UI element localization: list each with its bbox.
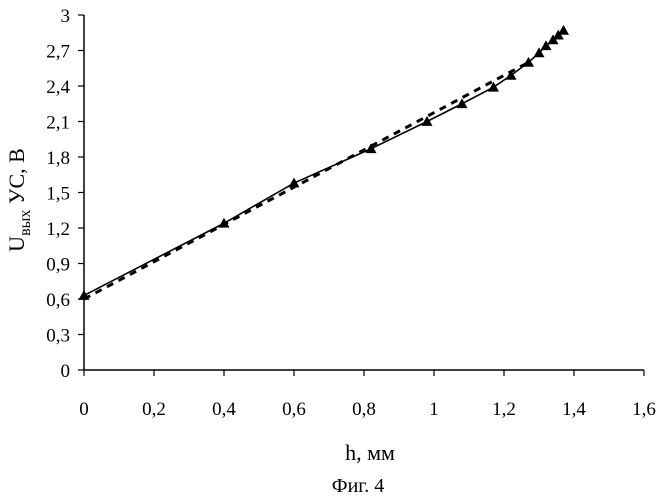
measured-line [84,30,564,295]
y-axis-title-main: U [4,236,29,252]
y-tick-label: 2,1 [46,113,70,134]
x-tick-label: 1,4 [562,399,586,420]
y-tick-label: 2,4 [46,77,70,98]
y-tick-label: 0,6 [46,290,70,311]
data-point-triangle [289,178,300,188]
fit-line-dashed [84,62,529,299]
figure-caption: Фиг. 4 [332,475,384,497]
x-tick-label: 1 [429,399,439,420]
y-axis-title-subscript: вых [17,210,34,236]
data-point-triangle [457,98,468,108]
x-tick-label: 0,4 [212,399,236,420]
data-point-triangle [79,290,90,300]
y-tick-label: 1,2 [46,219,70,240]
y-tick-label: 2,7 [46,42,70,63]
data-point-triangle [558,25,569,35]
x-tick-label: 0 [79,399,89,420]
x-tick-label: 0,6 [282,399,306,420]
x-tick-label: 0,2 [142,399,166,420]
y-tick-label: 1,5 [46,184,70,205]
y-tick-label: 0,3 [46,326,70,347]
data-point-triangle [506,70,517,80]
y-tick-label: 3 [61,6,71,27]
x-ticks: 0 0,2 0,4 0,6 0,8 1 1,2 1,4 1,6 [79,370,656,420]
y-tick-label: 0 [61,361,71,382]
x-tick-label: 1,2 [492,399,516,420]
y-ticks: 0 0,3 0,6 0,9 1,2 1,5 1,8 2,1 2,4 2,7 3 [46,6,84,382]
x-axis-title: h, мм [345,440,395,465]
x-tick-label: 0,8 [352,399,376,420]
data-point-triangle [422,116,433,126]
x-tick-label: 1,6 [632,399,656,420]
y-axis-title: Uвых УС, В [4,148,34,252]
y-tick-label: 1,8 [46,148,70,169]
axes [84,15,644,370]
series-layer [79,25,570,300]
y-axis-title-rest: УС, В [4,148,29,209]
y-tick-label: 0,9 [46,255,70,276]
